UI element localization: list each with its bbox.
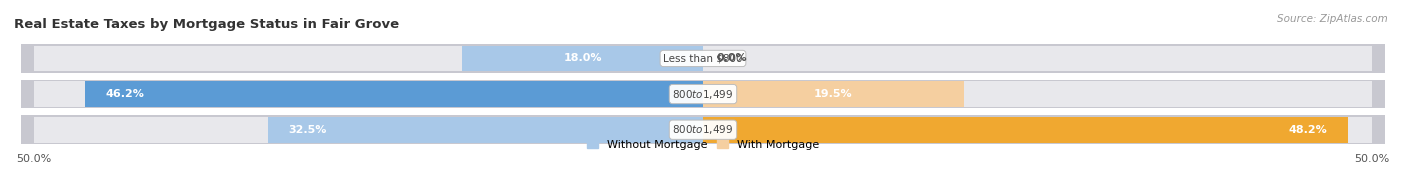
Text: Source: ZipAtlas.com: Source: ZipAtlas.com — [1277, 14, 1388, 24]
Bar — [84, 81, 703, 107]
Bar — [21, 80, 1385, 108]
Text: $800 to $1,499: $800 to $1,499 — [672, 123, 734, 136]
Bar — [21, 115, 1385, 144]
Text: 48.2%: 48.2% — [1289, 125, 1327, 135]
Text: 19.5%: 19.5% — [814, 89, 853, 99]
Legend: Without Mortgage, With Mortgage: Without Mortgage, With Mortgage — [588, 139, 818, 150]
Text: 46.2%: 46.2% — [105, 89, 143, 99]
Bar — [269, 117, 703, 142]
Text: 32.5%: 32.5% — [288, 125, 326, 135]
Bar — [463, 46, 703, 71]
Text: Less than $800: Less than $800 — [664, 54, 742, 64]
Text: Real Estate Taxes by Mortgage Status in Fair Grove: Real Estate Taxes by Mortgage Status in … — [14, 18, 399, 31]
Bar — [34, 117, 1372, 142]
Bar — [703, 117, 1348, 142]
Bar — [34, 46, 1372, 71]
Text: $800 to $1,499: $800 to $1,499 — [672, 88, 734, 101]
Text: 18.0%: 18.0% — [564, 54, 602, 64]
Bar — [21, 44, 1385, 73]
Bar — [34, 81, 1372, 107]
Text: 0.0%: 0.0% — [717, 54, 747, 64]
Bar — [703, 81, 965, 107]
